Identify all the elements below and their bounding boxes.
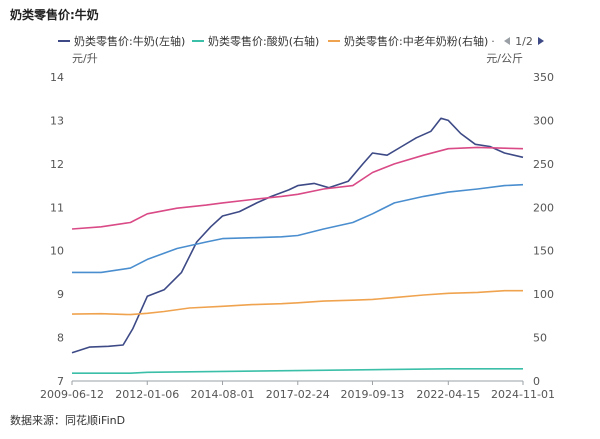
right-axis-tick-label: 100	[533, 288, 554, 301]
right-axis-tick-label: 200	[533, 201, 554, 214]
left-axis-tick-label: 10	[50, 245, 64, 258]
series-line-2	[71, 146, 524, 230]
left-axis-tick-label: 11	[50, 201, 64, 214]
right-axis-tick-label: 150	[533, 245, 554, 258]
legend-label[interactable]: 奶类零售价:牛奶(左轴)	[74, 34, 185, 48]
triangle-left-icon[interactable]	[504, 37, 510, 45]
x-axis-tick-label: 2019-09-13	[341, 388, 405, 401]
left-axis-tick-label: 12	[50, 158, 64, 171]
legend-label[interactable]: 奶类零售价:中老年奶粉(右轴)	[344, 34, 488, 48]
right-axis-tick-label: 250	[533, 158, 554, 171]
data-source-note: 数据来源：同花顺iFinD	[10, 414, 126, 427]
right-axis-unit: 元/公斤	[486, 52, 523, 65]
left-axis-tick-label: 9	[57, 288, 64, 301]
x-axis-tick-label: 2017-02-24	[266, 388, 330, 401]
right-axis-tick-label: 50	[533, 332, 547, 345]
series-line-5	[71, 289, 523, 316]
x-axis-tick-label: 2012-01-06	[115, 388, 179, 401]
x-axis-tick-label: 2022-04-15	[416, 388, 480, 401]
triangle-right-icon[interactable]	[538, 37, 544, 45]
series-line-3	[72, 183, 524, 274]
line-chart: 元/升 元/公斤 7 8 9 10 11 12 13 14 0 50 100 150 200 250 300 35…	[40, 34, 555, 401]
left-axis-tick-label: 14	[50, 71, 64, 84]
x-axis-tick-label: 2014-08-01	[191, 388, 255, 401]
series-line-1	[71, 117, 524, 354]
right-axis-tick-label: 0	[533, 375, 540, 388]
legend-overflow-dot: ·	[491, 35, 495, 48]
left-axis-tick-label: 7	[57, 375, 64, 388]
x-axis-tick-label: 2024-11-01	[491, 388, 555, 401]
x-axis-tick-label: 2009-06-12	[40, 388, 104, 401]
series-line-4	[72, 368, 523, 374]
chart-title: 奶类零售价:牛奶	[10, 8, 99, 22]
left-axis-unit: 元/升	[72, 52, 98, 65]
right-axis-tick-label: 350	[533, 71, 554, 84]
legend-pager-label: 1/2	[515, 35, 533, 48]
right-axis-tick-label: 300	[533, 114, 554, 127]
left-axis-tick-label: 8	[57, 332, 64, 345]
left-axis-tick-label: 13	[50, 114, 64, 127]
legend-label[interactable]: 奶类零售价:酸奶(右轴)	[208, 34, 319, 48]
